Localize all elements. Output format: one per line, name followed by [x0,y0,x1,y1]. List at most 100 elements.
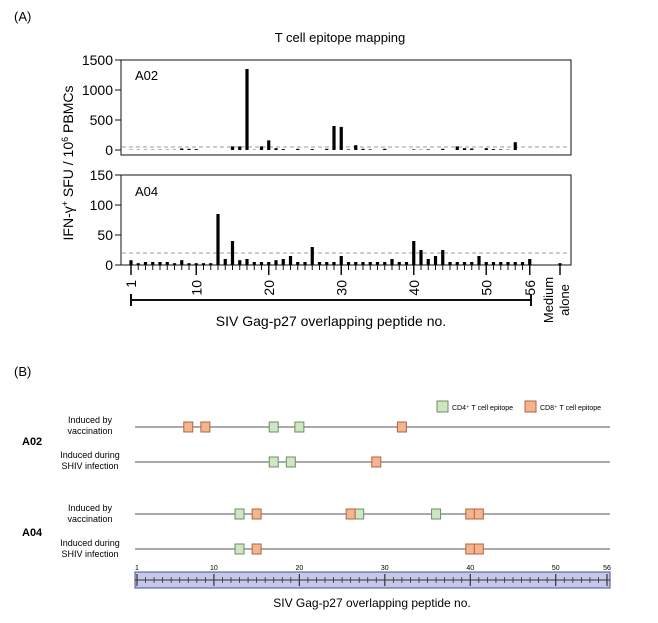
a04-bar-peptide-32 [354,262,358,265]
a04-bar-peptide-16 [238,260,242,265]
legend-cd4-swatch [436,400,449,413]
a02-bar-peptide-47 [462,148,467,150]
a04-x-ticks [130,265,561,275]
cd8-epitope-marker-peptide-40 [465,543,476,555]
a04-y-ticks: 0 50 100 150 [90,167,121,273]
row-labels: Induced by vaccination Induced during SH… [60,415,120,559]
x-tick-label-40: 40 [406,280,422,296]
a04-bar-peptide-30 [339,256,343,265]
row4-label-line2: SHIV infection [61,549,118,559]
a02-bar-peptide-9 [187,148,191,150]
cd8-epitope-marker-peptide-15 [251,543,262,555]
a04-bar-peptide-25 [303,262,307,265]
cd4-epitope-marker-peptide-20 [294,421,305,433]
a04-bar-peptide-24 [296,262,300,265]
a04-bar-peptide-23 [288,256,293,265]
a02-bar-peptide-44 [441,148,445,150]
a02-bar-peptide-26 [310,149,314,150]
row4-label-line1: Induced during [60,538,120,548]
panel-b-x-axis-title: SIV Gag-p27 overlapping peptide no. [273,596,470,610]
a02-bars [129,69,517,150]
a04-bar-peptide-27 [317,262,322,265]
a02-y-ticks: 0 500 1000 1500 [82,52,121,158]
cd8-epitope-marker-peptide-41 [473,543,484,555]
medium-label-2: alone [557,284,572,316]
y-axis-title-part1: IFN-γ [60,206,76,240]
legend-cd4-label: CD4⁺ T cell epitope [452,405,513,412]
a04-bar-peptide-3 [143,262,148,265]
a02-bar-peptide-28 [325,148,329,150]
a04-plot-frame [120,174,572,266]
a02-bar-peptide-8 [180,148,184,150]
x-tick-label-20: 20 [261,280,277,296]
a04-bar-peptide-15 [230,241,235,265]
group-a02-label: A02 [22,436,42,448]
a04-bar-peptide-44 [441,250,445,265]
x-tick-label-50: 50 [478,280,494,296]
a04-bar-peptide-54 [513,262,517,265]
panel-a-label: (A) [14,9,31,24]
a02-bar-peptide-50 [484,148,488,150]
a04-bar-peptide-48 [470,262,474,265]
a02-plot-frame [120,59,572,156]
cd4-epitope-marker-peptide-36 [431,508,442,520]
a02-bar-peptide-21 [274,148,278,150]
cd8-epitope-marker-peptide-26 [345,508,356,520]
a02-bar-peptide-24 [296,148,300,150]
epitope-row-1 [135,421,610,433]
a04-bar-peptide-8 [180,260,184,265]
cd4-epitope-marker-peptide-13 [234,543,245,555]
a04-bar-peptide-5 [158,262,162,265]
row2-label-line2: SHIV infection [61,461,118,471]
a02-bar-peptide-17 [245,69,249,150]
cd8-epitope-marker-peptide-7 [183,421,194,433]
row3-label-line1: Induced by [68,503,113,513]
a02-bar-peptide-40 [412,149,416,150]
a04-bar-peptide-31 [346,262,351,265]
a04-bar-peptide-9 [187,263,191,265]
a02-y-tick-label: 0 [105,142,113,158]
a04-bar-peptide-49 [477,256,481,265]
peptide-axis-tick-label-1: 1 [135,565,139,572]
a04-bar-peptide-43 [433,256,438,265]
a02-bar-peptide-31 [346,149,351,150]
cd4-epitope-marker-peptide-19 [285,456,296,468]
a04-bar-peptide-42 [426,259,430,265]
a04-bar-peptide-19 [259,262,264,265]
cd8-epitope-marker-peptide-41 [473,508,484,520]
a04-y-tick-label: 150 [90,167,114,183]
a04-bar-peptide-28 [325,262,329,265]
peptide-axis-tick-label-30: 30 [381,565,389,572]
cd4-epitope-marker-peptide-17 [268,456,279,468]
row1-label-line1: Induced by [68,415,113,425]
panel-a-title: T cell epitope mapping [275,30,406,45]
legend-cd8-label: CD8⁺ T cell epitope [540,405,601,412]
a02-bar-peptide-36 [383,148,387,150]
a04-bar-peptide-13 [216,214,220,265]
a04-bars [129,214,562,265]
a02-bar-peptide-32 [354,145,358,150]
a04-bar-peptide-37 [390,259,394,265]
a02-bar-peptide-34 [368,149,372,150]
a02-bar-peptide-48 [470,148,474,150]
y-axis-title-sup2: 6 [60,137,70,142]
medium-label-1: Medium [541,277,556,323]
a02-panel-label: A02 [135,68,158,83]
a02-y-tick-label: 500 [90,112,114,128]
a04-bar-peptide-11 [201,263,206,265]
a04-bar-peptide-26 [310,247,314,265]
row2-label-line1: Induced during [60,450,120,460]
epitope-row-4 [135,543,610,555]
a04-bar-peptide-55 [520,262,525,265]
a04-bar-peptide-14 [223,259,227,265]
a02-bar-peptide-46 [455,146,459,150]
cd4-epitope-marker-peptide-17 [268,421,279,433]
a04-bar-peptide-10 [194,263,198,265]
a04-bar-peptide-36 [383,262,387,265]
a02-bar-peptide-15 [230,146,235,150]
peptide-axis-tick-label-56: 56 [603,565,611,572]
a04-bar-peptide-35 [375,262,380,265]
epitope-row-3 [135,508,610,520]
y-axis-title: IFN-γ+ SFU / 106 PBMCs [60,86,76,241]
